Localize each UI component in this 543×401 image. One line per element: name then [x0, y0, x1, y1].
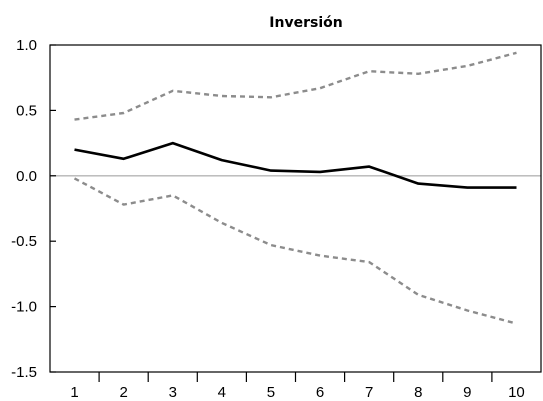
y-tick-label: -1.0 [11, 299, 37, 316]
series-line-lower-band [73, 177, 517, 325]
y-tick-label: 1.0 [16, 37, 37, 54]
y-tick-label: -0.5 [11, 233, 37, 250]
x-tick-label: 2 [119, 384, 127, 401]
x-tick-label: 8 [414, 384, 422, 401]
x-tick-label: 3 [169, 384, 177, 401]
series-line-response [74, 141, 517, 189]
chart-title: Inversión [269, 15, 342, 31]
plot-frame [49, 44, 542, 373]
series-line-upper-band [74, 51, 517, 121]
y-tick-label: 0.0 [16, 168, 37, 185]
y-tick-label: -1.5 [11, 364, 37, 381]
plot-area: 1.0 0.5 0.0 -0.5 -1.0 -1.5 1 2 3 4 5 6 7 8 9 10 [11, 37, 542, 401]
x-tick-label: 4 [218, 384, 226, 401]
x-tick-label: 10 [508, 384, 525, 401]
x-tick-label: 9 [463, 384, 471, 401]
x-tick-label: 1 [70, 384, 78, 401]
x-tick-label: 5 [267, 384, 275, 401]
y-tick-label: 0.5 [16, 102, 37, 119]
x-tick-label: 7 [365, 384, 373, 401]
x-tick-label: 6 [316, 384, 324, 401]
